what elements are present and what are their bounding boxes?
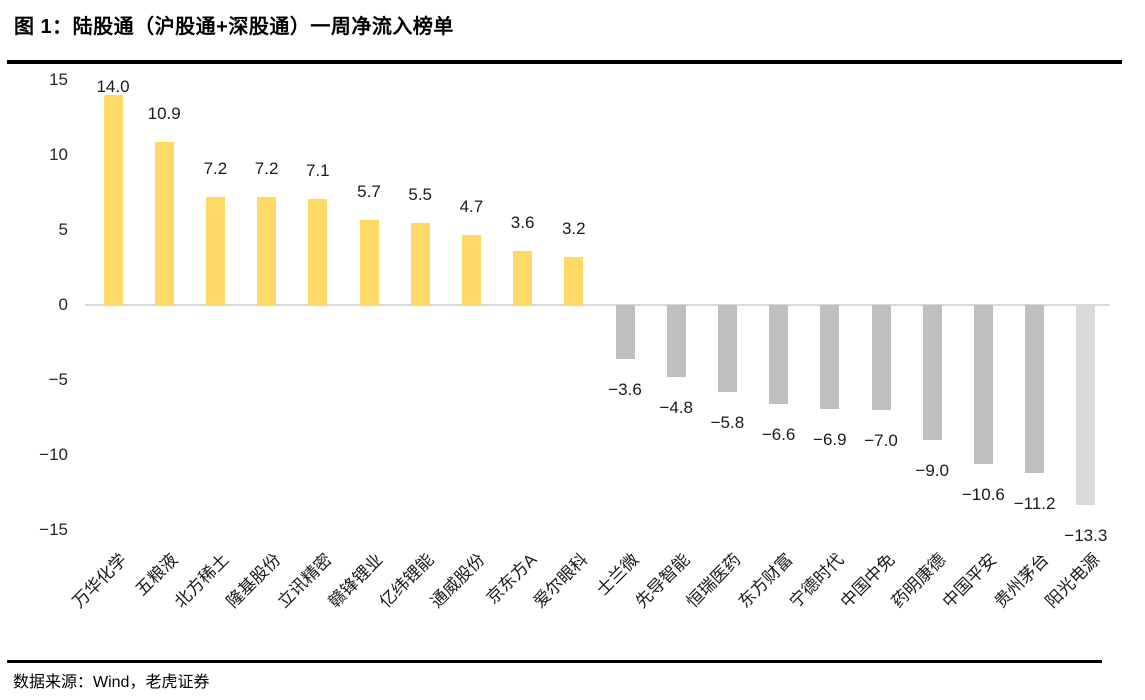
- bar-value-label: −7.0: [864, 431, 898, 450]
- bar: [973, 305, 993, 464]
- bar-value-label: −6.9: [813, 429, 847, 449]
- bar: [154, 141, 174, 305]
- bar: [769, 305, 789, 404]
- bar-value-label: −3.6: [608, 380, 642, 399]
- bar-value-label: −6.6: [761, 425, 796, 444]
- bar-value-label: 7.2: [254, 159, 279, 178]
- bar: [513, 251, 533, 305]
- bar: [308, 198, 328, 305]
- bar: [564, 257, 584, 305]
- y-tick-label: 5: [58, 220, 68, 239]
- net-inflow-bar-chart: 15 10 5 0 −5 −10 −15 14.0 10.9 7.2 7.2 7.1 5.7 5.5 4.…: [39, 70, 1110, 612]
- y-tick-label: −10: [39, 445, 68, 464]
- bar-value-label: 3.2: [561, 219, 586, 238]
- bar: [410, 222, 430, 305]
- bar-value-label: 7.1: [305, 160, 330, 180]
- bar-value-label: 4.7: [459, 196, 484, 216]
- bar-value-label: 5.5: [408, 184, 432, 204]
- bar-value-label: −10.6: [961, 485, 1005, 504]
- bar-value-label: −9.0: [915, 461, 949, 480]
- bar: [871, 305, 891, 410]
- bar-value-label: 14.0: [96, 77, 130, 96]
- y-tick-label: 0: [58, 295, 68, 314]
- bar: [257, 197, 277, 305]
- y-tick-label: −5: [48, 370, 68, 389]
- bar-value-label: −4.8: [659, 398, 693, 417]
- bar-value-label: −13.3: [1064, 525, 1108, 545]
- y-tick-label: 15: [49, 70, 68, 89]
- title-divider-line: [7, 60, 1122, 64]
- bar: [922, 305, 942, 440]
- bar: [205, 197, 225, 305]
- bar-value-label: 5.7: [357, 181, 381, 201]
- x-axis-zero-line: [85, 304, 1110, 306]
- data-source-text: 数据来源：Wind，老虎证券: [13, 674, 210, 691]
- bar: [820, 305, 840, 409]
- figure-title: 图 1：陆股通（沪股通+深股通）一周净流入榜单: [14, 16, 454, 38]
- bar: [461, 234, 481, 305]
- bar-value-label: 10.9: [147, 103, 181, 123]
- bar: [103, 95, 123, 305]
- bar: [717, 305, 737, 392]
- y-tick-label: 10: [49, 145, 68, 164]
- bar: [1025, 305, 1045, 473]
- y-tick-label: −15: [39, 520, 68, 539]
- bar-value-label: 3.6: [510, 213, 535, 232]
- bar: [666, 305, 686, 377]
- bar-value-label: −11.2: [1013, 494, 1056, 513]
- bar-value-label: −5.8: [710, 413, 745, 432]
- bar: [1076, 305, 1096, 505]
- bar: [615, 305, 635, 359]
- bar: [359, 219, 379, 305]
- footer-divider-line: [7, 660, 1102, 663]
- bar-value-label: 7.2: [203, 159, 228, 178]
